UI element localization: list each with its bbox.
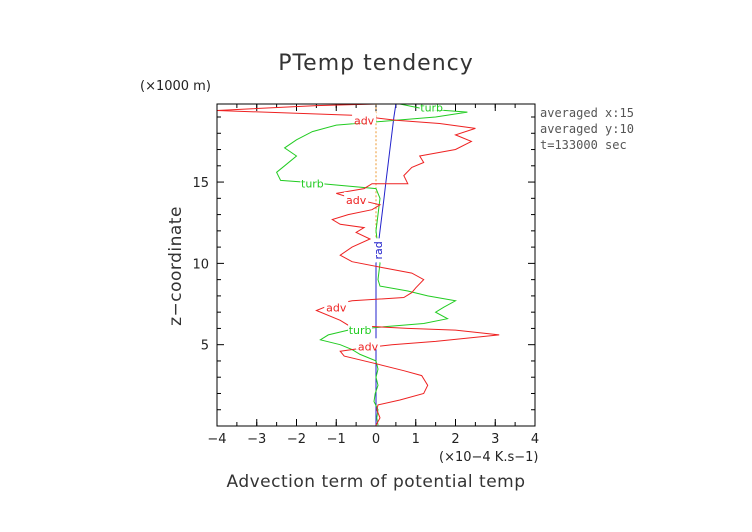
side-annotation: averaged y:10 [540, 122, 634, 136]
x-tick-label: −3 [247, 432, 266, 447]
series-line-rad [375, 103, 397, 426]
curve-label-adv: adv [354, 114, 375, 127]
x-tick-label: −1 [327, 432, 346, 447]
curve-label-turb: turb [301, 178, 324, 191]
y-axis: 5 10 15 [192, 116, 535, 411]
y-tick-label: 15 [192, 176, 209, 191]
x-tick-label: 4 [531, 432, 539, 447]
series-line-turb [275, 103, 468, 426]
y-tick-label: 10 [192, 257, 209, 272]
series-line-adv [216, 103, 500, 426]
x-unit-label: (×10−4 K.s−1) [439, 450, 538, 465]
curve-label-adv: adv [346, 194, 367, 207]
y-unit-label: (×1000 m) [140, 79, 211, 94]
curve-label-turb: turb [420, 101, 443, 114]
chart-title: PTemp tendency [278, 51, 474, 76]
side-annotation: t=133000 sec [540, 138, 627, 152]
curve-label-rad: rad [372, 241, 385, 259]
plot-frame [216, 103, 536, 427]
curve-label-bg [352, 112, 377, 124]
x-tick-label: 0 [372, 432, 380, 447]
curve-label-adv: adv [326, 301, 347, 314]
curve-label-bg [419, 99, 444, 111]
x-tick-label: 1 [412, 432, 420, 447]
curve-label-adv: adv [358, 340, 379, 353]
x-axis-label: Advection term of potential temp [226, 472, 525, 492]
curve-label-bg [344, 191, 369, 203]
curve-label-bg [371, 238, 384, 263]
x-tick-label: −4 [207, 432, 226, 447]
y-axis-label: z−coordinate [166, 206, 186, 326]
side-annotation: averaged x:15 [540, 106, 634, 120]
side-annotations: averaged x:15 averaged y:10 t=133000 sec [540, 106, 634, 152]
curve-label-bg [348, 322, 373, 334]
curve-label-bg [300, 175, 325, 187]
x-tick-label: 3 [491, 432, 499, 447]
curve-label-turb: turb [349, 324, 372, 337]
curve-label-bg [324, 299, 349, 311]
x-axis: −4 −3 −2 −1 0 1 2 3 4 [207, 104, 539, 447]
curve-label-bg [356, 338, 381, 350]
x-tick-label: 2 [451, 432, 459, 447]
x-tick-label: −2 [287, 432, 306, 447]
y-tick-label: 5 [201, 339, 209, 354]
